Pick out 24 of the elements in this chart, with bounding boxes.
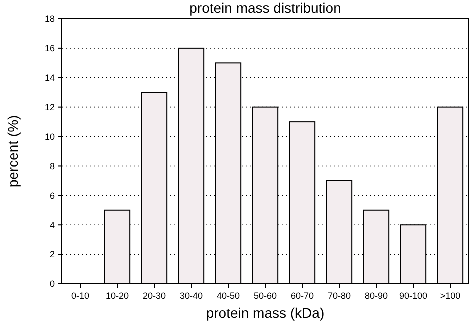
y-axis-title: percent (%) [5,115,21,188]
y-tick-label: 14 [44,73,55,84]
x-tick-label: 0-10 [71,291,90,301]
chart-title: protein mass distribution [190,0,342,16]
x-tick-label: 30-40 [180,291,204,301]
x-tick-label: 10-20 [106,291,130,301]
y-tick-label: 18 [44,14,55,24]
y-tick-label: 8 [50,161,55,172]
x-tick-label: 70-80 [328,291,352,301]
y-tick-label: 2 [50,250,55,260]
x-tick-label: 90-100 [399,291,428,301]
y-tick-label: 12 [44,102,55,112]
x-tick-label: 20-30 [142,291,166,301]
y-tick-label: 0 [50,279,55,290]
y-tick-label: 16 [44,44,55,54]
x-tick-label: >100 [440,291,461,301]
x-tick-label: 40-50 [216,291,240,301]
x-tick-label: 80-90 [364,291,388,301]
x-tick-label: 50-60 [254,291,278,301]
x-axis-title: protein mass (kDa) [206,305,325,321]
y-tick-label: 6 [50,190,55,201]
x-tick-label: 60-70 [290,291,314,301]
y-tick-label: 4 [50,220,55,230]
y-tick-label: 10 [44,132,55,142]
